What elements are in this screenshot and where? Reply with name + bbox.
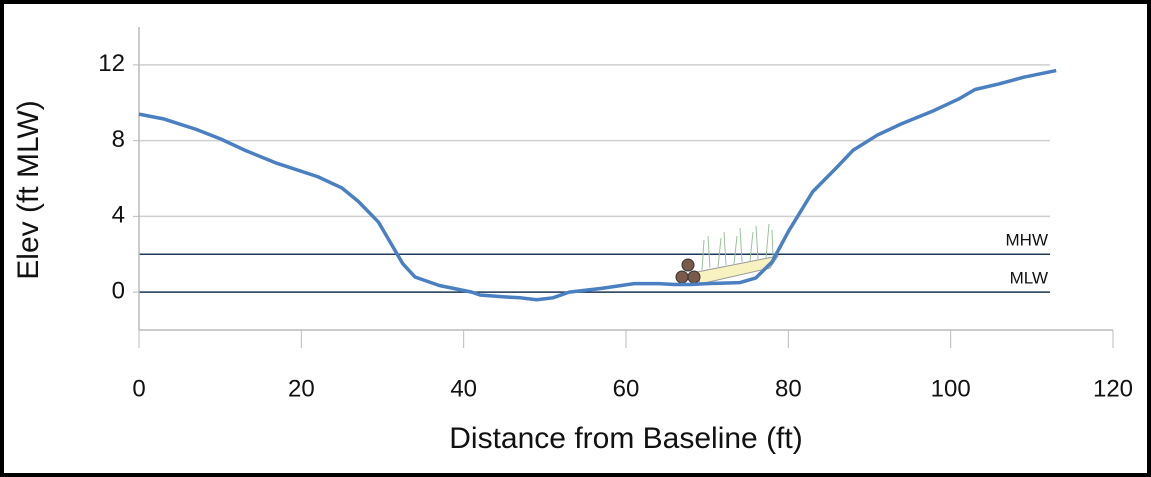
x-axis-title: Distance from Baseline (ft) [449,422,802,455]
grass [701,223,774,271]
x-tick-label: 40 [450,375,477,402]
x-tick-label: 100 [931,375,971,402]
y-axis-title: Elev (ft MLW) [12,100,45,279]
x-tick-label: 0 [132,375,145,402]
living-shoreline-icon [675,223,780,285]
data-line [138,68,1057,302]
log [675,270,689,284]
x-tick-label: 60 [613,375,640,402]
reference-label: MLW [1010,269,1048,288]
reference-label: MHW [1006,231,1048,250]
y-tick-label: 12 [98,50,125,77]
y-tick-label: 8 [112,126,125,153]
x-tick-label: 80 [775,375,802,402]
log [681,258,695,272]
x-tick-label: 120 [1093,375,1133,402]
y-tick-label: 4 [112,202,125,229]
y-tick-label: 0 [112,277,125,304]
log [687,270,701,284]
x-tick-label: 20 [288,375,315,402]
